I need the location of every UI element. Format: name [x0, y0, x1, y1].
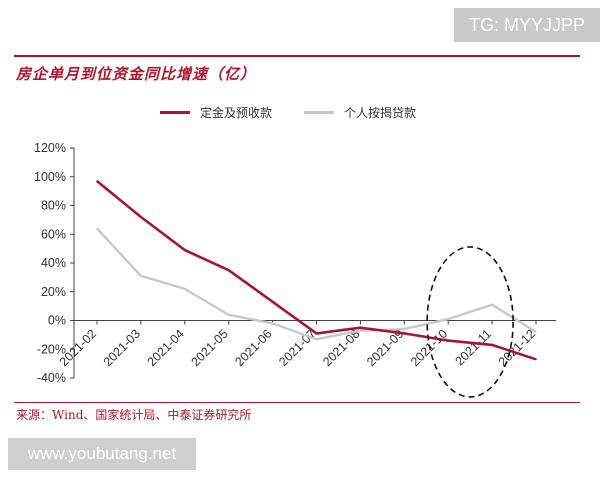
data-point: [140, 216, 142, 218]
watermark-bottom: www.youbutang.net: [8, 438, 196, 470]
data-point: [271, 301, 274, 303]
y-tick-label: 20%: [41, 285, 66, 299]
y-tick-label: 80%: [41, 199, 66, 213]
title-rule: [14, 55, 580, 57]
legend-swatch-series-2: [304, 111, 335, 114]
chart-title: 房企单月到位资金同比增速（亿）: [16, 65, 257, 83]
legend: 定金及预收款 个人按揭贷款: [160, 104, 438, 121]
data-point: [184, 249, 186, 251]
x-tick-label: 2021-05: [188, 327, 230, 369]
footer-rule: [14, 402, 580, 403]
data-point: [403, 328, 406, 330]
data-point: [271, 322, 274, 325]
legend-item-series-2: 个人按揭贷款: [304, 104, 416, 121]
data-point: [359, 326, 362, 329]
x-tick-label: 2021-04: [145, 327, 187, 369]
x-tick-label: 2021-03: [101, 327, 143, 369]
legend-item-series-1: 定金及预收款: [160, 104, 272, 121]
legend-label-series-2: 个人按揭贷款: [344, 106, 417, 120]
data-point: [403, 332, 406, 335]
data-point: [227, 313, 230, 316]
data-point: [140, 275, 142, 277]
annotation-ellipse: [426, 246, 514, 398]
data-point: [535, 331, 537, 333]
data-point: [535, 358, 537, 361]
x-tick-label: 2021-11: [453, 327, 495, 369]
y-tick-label: 60%: [41, 227, 66, 241]
data-point: [315, 332, 318, 335]
source-note: 来源：Wind、国家统计局、中泰证券研究所: [16, 408, 252, 422]
data-point: [447, 318, 450, 320]
x-tick-label: 2021-06: [232, 327, 274, 369]
legend-swatch-series-1: [160, 111, 190, 114]
watermark-top: TG: MYYJJPP: [454, 8, 600, 42]
y-tick-label: -20%: [37, 342, 66, 356]
y-tick-label: 0%: [48, 314, 66, 328]
data-point: [227, 269, 230, 271]
y-tick-label: -40%: [37, 371, 66, 385]
y-tick-label: 120%: [34, 141, 66, 155]
y-tick-label: 40%: [41, 256, 66, 270]
data-point: [491, 303, 493, 306]
data-point: [359, 329, 362, 332]
data-point: [96, 227, 98, 230]
data-point: [184, 288, 186, 290]
data-point: [491, 344, 493, 346]
data-point: [96, 180, 98, 182]
series-line-1: [96, 180, 537, 361]
data-point: [447, 339, 450, 342]
data-point: [315, 338, 318, 340]
legend-label-series-1: 定金及预收款: [200, 106, 273, 120]
y-tick-label: 100%: [34, 170, 66, 184]
